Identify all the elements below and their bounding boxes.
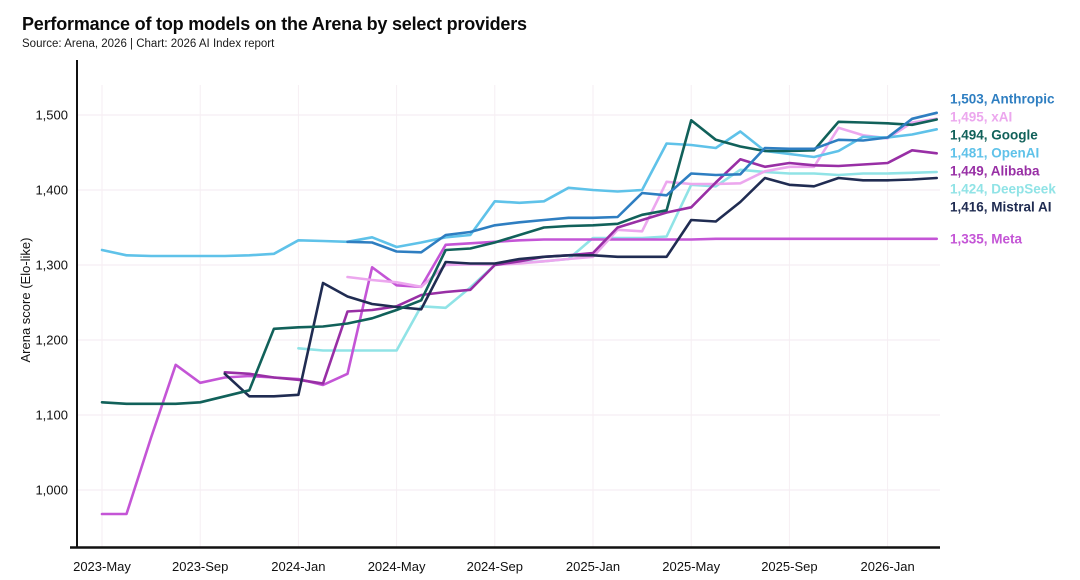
series-end-label-mistral-ai: 1,416, Mistral AI (950, 200, 1052, 215)
y-tick-label: 1,000 (35, 483, 68, 498)
y-axis-title: Arena score (Elo-like) (18, 238, 33, 363)
series-line-mistral-ai (223, 176, 939, 398)
series-end-label-anthropic: 1,503, Anthropic (950, 92, 1055, 107)
x-tick-label: 2026-Jan (860, 559, 914, 574)
y-tick-label: 1,200 (35, 333, 68, 348)
x-tick-label: 2025-May (662, 559, 720, 574)
x-tick-label: 2023-Sep (172, 559, 228, 574)
x-tick-label: 2025-Jan (566, 559, 620, 574)
y-tick-label: 1,300 (35, 258, 68, 273)
y-tick-label: 1,500 (35, 108, 68, 123)
series-line-xai (346, 117, 939, 289)
series-line-alibaba (223, 149, 939, 385)
x-tick-label: 2025-Sep (761, 559, 817, 574)
series-line-deepseek (297, 168, 939, 352)
x-tick-label: 2024-May (368, 559, 426, 574)
series-line-anthropic (346, 111, 939, 254)
series-line-openai (100, 128, 939, 258)
chart-source-note: Source: Arena, 2026 | Chart: 2026 AI Ind… (22, 38, 275, 50)
series-end-label-xai: 1,495, xAI (950, 110, 1012, 125)
series-end-label-google: 1,494, Google (950, 128, 1038, 143)
chart-title: Performance of top models on the Arena b… (22, 14, 527, 34)
x-tick-label: 2024-Sep (467, 559, 523, 574)
y-tick-label: 1,400 (35, 183, 68, 198)
x-tick-label: 2023-May (73, 559, 131, 574)
series-end-label-openai: 1,481, OpenAI (950, 146, 1039, 161)
y-tick-label: 1,100 (35, 408, 68, 423)
series-end-label-alibaba: 1,449, Alibaba (950, 164, 1040, 179)
series-end-label-meta: 1,335, Meta (950, 232, 1023, 247)
series-end-label-deepseek: 1,424, DeepSeek (950, 182, 1056, 197)
series-line-google (100, 118, 939, 406)
series-line-meta (100, 237, 939, 516)
x-tick-label: 2024-Jan (271, 559, 325, 574)
